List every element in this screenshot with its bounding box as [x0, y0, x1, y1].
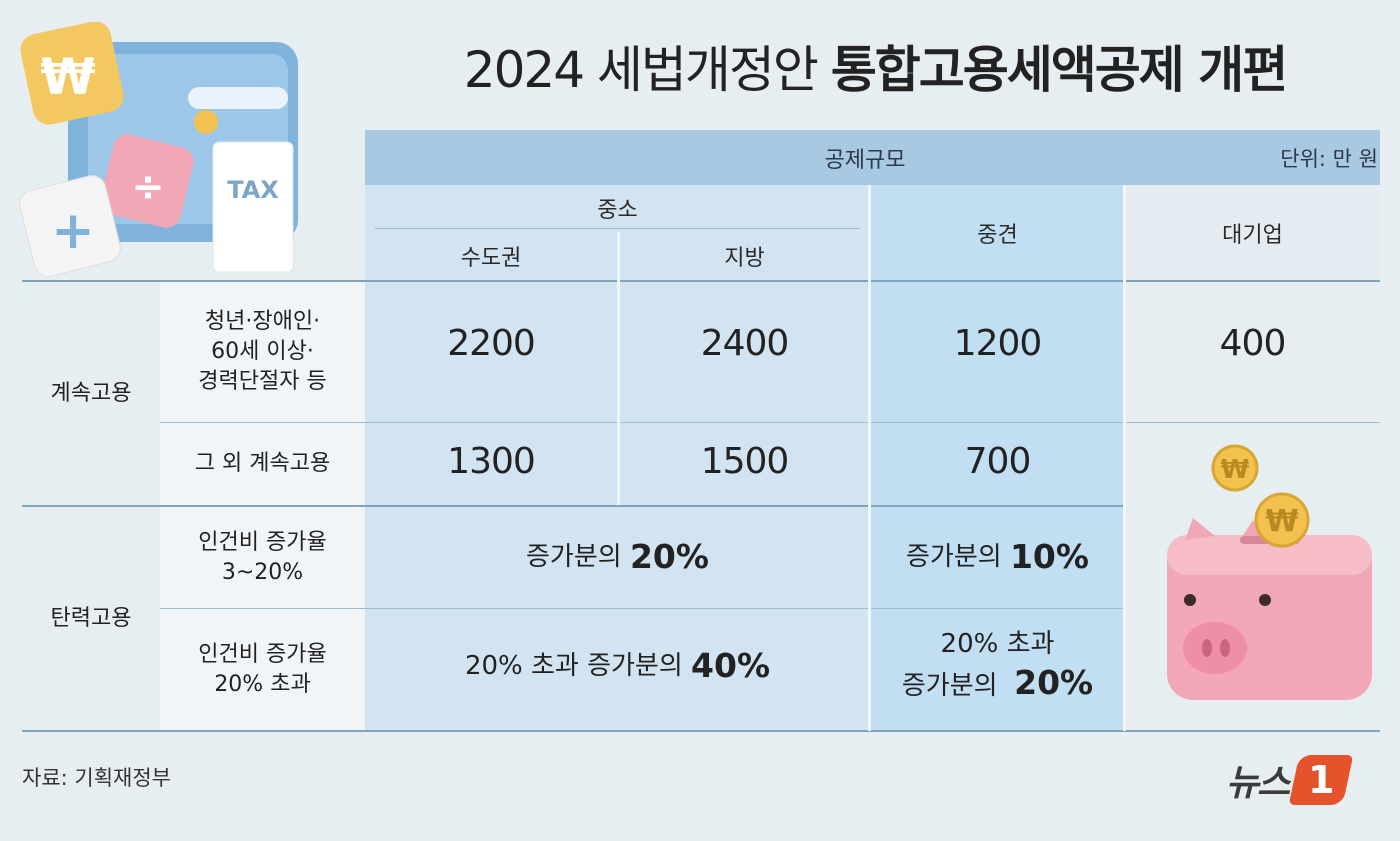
coin-symbol-1: ₩ [1221, 455, 1250, 485]
row3-sme-pct: 20% [629, 537, 709, 577]
plus-symbol: + [51, 201, 95, 261]
capital-regional-divider [617, 232, 620, 505]
row2-capital-value: 1300 [447, 440, 536, 482]
title-main: 통합고용세액공제 개편 [830, 41, 1288, 99]
page-title: 2024 세법개정안 통합고용세액공제 개편 [365, 30, 1385, 102]
large-header: 대기업 [1222, 222, 1283, 248]
row4-sme-prefix: 20% 초과 증가분의 [464, 650, 683, 681]
won-symbol: ₩ [40, 48, 95, 106]
midsize-header: 중견 [977, 222, 1018, 248]
piggy-bank-illustration: ₩ ₩ [1167, 444, 1372, 700]
row3-mid-prefix: 증가분의 [906, 541, 1002, 572]
row1-label-line3: 경력단절자 등 [198, 368, 327, 394]
row1-large-value: 400 [1219, 322, 1287, 364]
row1-capital-value: 2200 [447, 322, 536, 364]
row4-label: 인건비 증가율 20% 초과 [160, 609, 365, 730]
row3-label-line2: 3~20% [221, 559, 304, 585]
regional-header: 지방 [724, 246, 765, 271]
row3-label: 인건비 증가율 3~20% [160, 507, 365, 608]
row4-label-line2: 20% 초과 [214, 671, 311, 697]
table-bottom-line [22, 730, 1380, 732]
row2-midsize-value: 700 [964, 440, 1032, 482]
row4-mid-pct: 20% [1014, 662, 1094, 702]
row3-midsize-value: 증가분의 10% [870, 507, 1125, 608]
row4-mid-line2: 증가분의 20% [902, 662, 1093, 705]
row1-label-line1: 청년·장애인· [204, 309, 321, 335]
row1-line [160, 422, 1380, 423]
row3-label-line1: 인건비 증가율 [198, 529, 327, 555]
row3-sme-value: 증가분의 20% [365, 507, 870, 608]
tax-machine-illustration: TAX ₩ ÷ + [19, 22, 298, 277]
midsize-large-divider [1123, 185, 1126, 731]
row1-midsize-value: 1200 [953, 322, 1043, 364]
row4-sme-value: 20% 초과 증가분의 40% [365, 609, 870, 724]
row2-regional-value: 1500 [700, 440, 790, 482]
header-band [365, 130, 1380, 185]
flexible-employment-label: 탄력고용 [50, 605, 132, 631]
row4-label-line1: 인건비 증가율 [198, 641, 327, 667]
row1-regional-value: 2400 [700, 322, 790, 364]
coin-symbol-2: ₩ [1265, 504, 1298, 539]
divide-symbol: ÷ [131, 164, 165, 210]
row4-sme-pct: 40% [691, 646, 771, 686]
sme-midsize-divider [868, 185, 871, 731]
unit-label: 단위: 만 원 [1280, 146, 1378, 171]
logo-text: 뉴스 [1226, 762, 1290, 804]
large-header-bg [1125, 185, 1380, 280]
section-line [22, 505, 1125, 507]
row4-midsize-value: 20% 초과 증가분의 20% [870, 609, 1125, 724]
row1-label: 청년·장애인· 60세 이상· 경력단절자 등 [160, 282, 365, 422]
sme-header: 중소 [597, 198, 638, 223]
deduction-scale-label: 공제규모 [824, 147, 906, 173]
row4-mid-prefix: 증가분의 [901, 670, 1006, 701]
source-note: 자료: 기획재정부 [22, 766, 171, 790]
row1-label-line2: 60세 이상· [211, 339, 314, 365]
logo-mark-number: 1 [1308, 757, 1335, 802]
title-year: 2024 세법개정안 [463, 41, 831, 99]
row3-sme-prefix: 증가분의 [526, 541, 622, 572]
header-bottom-line [22, 280, 1380, 282]
midsize-column-bg [870, 185, 1125, 731]
row4-mid-line1: 20% 초과 [940, 629, 1055, 660]
capital-header: 수도권 [460, 246, 522, 271]
row3-mid-pct: 10% [1009, 537, 1089, 577]
row2-label: 그 외 계속고용 [194, 451, 331, 477]
logo-mark: 1 [1288, 754, 1354, 805]
row3-line [160, 608, 1125, 609]
tax-label: TAX [227, 176, 279, 204]
sme-divider [375, 228, 860, 229]
news1-logo: 뉴스 1 [1226, 752, 1381, 807]
continuous-employment-label: 계속고용 [50, 380, 132, 406]
